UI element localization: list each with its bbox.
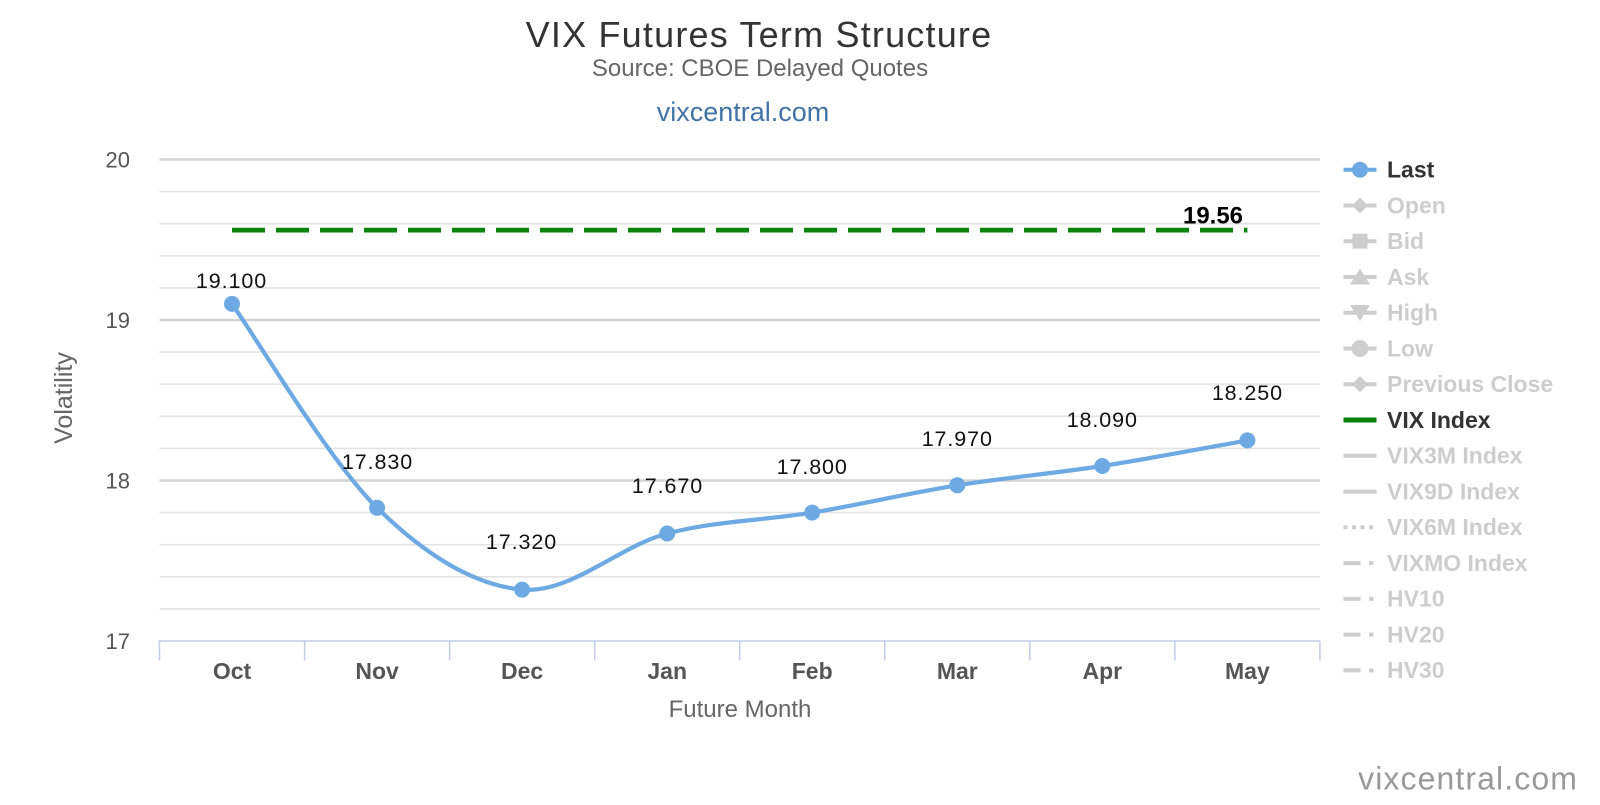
svg-text:VIX3M Index: VIX3M Index — [1387, 443, 1523, 469]
svg-text:Jan: Jan — [647, 658, 687, 684]
svg-text:Previous Close: Previous Close — [1387, 371, 1553, 397]
svg-text:Future Month: Future Month — [669, 696, 812, 723]
svg-text:18.250: 18.250 — [1212, 381, 1283, 405]
svg-text:Source: CBOE Delayed Quotes: Source: CBOE Delayed Quotes — [592, 55, 928, 82]
svg-text:vixcentral.com: vixcentral.com — [657, 97, 830, 127]
svg-text:High: High — [1387, 300, 1438, 326]
svg-text:VIX6M Index: VIX6M Index — [1387, 514, 1523, 540]
svg-text:17.800: 17.800 — [777, 455, 848, 479]
svg-text:17.970: 17.970 — [922, 427, 993, 451]
svg-text:May: May — [1225, 658, 1270, 684]
svg-text:20: 20 — [106, 148, 130, 173]
svg-text:19.100: 19.100 — [196, 269, 267, 293]
svg-text:19: 19 — [106, 308, 130, 333]
svg-text:Dec: Dec — [501, 658, 543, 684]
svg-text:17.830: 17.830 — [342, 450, 413, 474]
svg-text:18: 18 — [106, 469, 130, 494]
svg-text:Oct: Oct — [213, 658, 252, 684]
svg-text:HV30: HV30 — [1387, 657, 1445, 683]
svg-text:VIX Index: VIX Index — [1387, 407, 1491, 433]
svg-text:Ask: Ask — [1387, 264, 1429, 290]
svg-text:HV10: HV10 — [1387, 586, 1445, 612]
svg-text:Nov: Nov — [355, 658, 399, 684]
svg-text:17: 17 — [106, 629, 130, 654]
svg-text:HV20: HV20 — [1387, 621, 1445, 647]
svg-text:Open: Open — [1387, 192, 1446, 218]
svg-text:19.56: 19.56 — [1183, 203, 1243, 230]
svg-text:Last: Last — [1387, 157, 1435, 183]
svg-text:18.090: 18.090 — [1067, 408, 1138, 432]
svg-text:Low: Low — [1387, 335, 1433, 361]
svg-text:17.320: 17.320 — [486, 530, 557, 554]
svg-text:VIX9D Index: VIX9D Index — [1387, 478, 1520, 504]
svg-text:Volatility: Volatility — [50, 352, 78, 444]
svg-text:Apr: Apr — [1082, 658, 1122, 684]
svg-text:vixcentral.com: vixcentral.com — [1358, 761, 1578, 797]
svg-text:VIXMO Index: VIXMO Index — [1387, 550, 1528, 576]
svg-text:Mar: Mar — [937, 658, 978, 684]
svg-text:VIX Futures Term Structure: VIX Futures Term Structure — [526, 14, 993, 55]
svg-text:17.670: 17.670 — [632, 474, 703, 498]
svg-text:Feb: Feb — [792, 658, 833, 684]
svg-text:Bid: Bid — [1387, 228, 1424, 254]
